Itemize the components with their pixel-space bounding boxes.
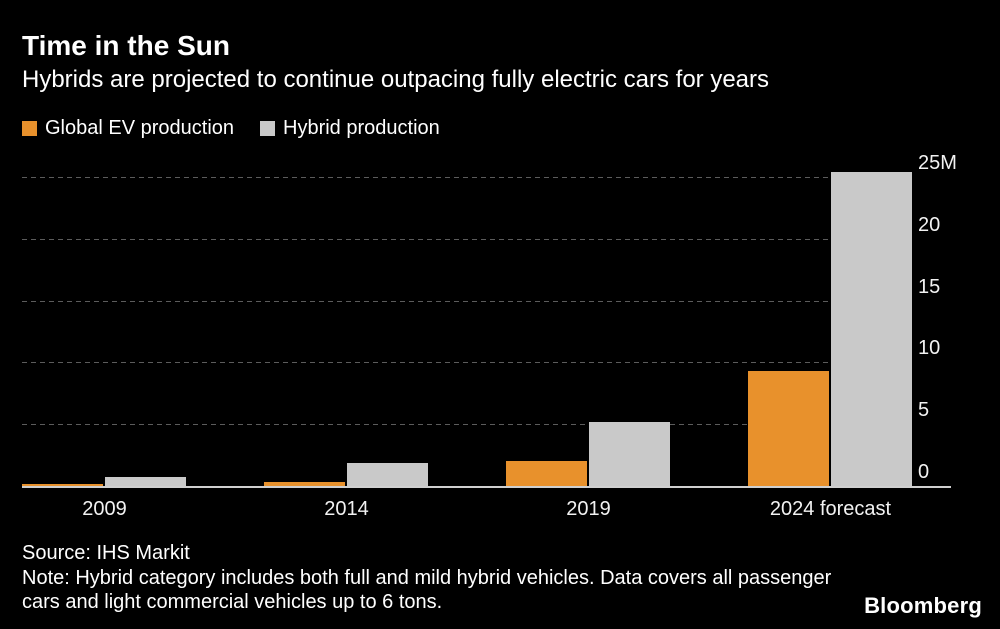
x-tick-label: 2024 forecast — [769, 498, 892, 520]
chart-subtitle: Hybrids are projected to continue outpac… — [22, 66, 770, 93]
gridline — [22, 424, 913, 426]
legend: Global EV production Hybrid production — [22, 117, 440, 140]
bar-ev-2009 — [22, 483, 103, 486]
bar-hybrid-2009 — [105, 477, 186, 486]
plot-area — [22, 150, 913, 486]
gridline — [22, 177, 913, 178]
y-tick-label: 25M — [918, 152, 957, 174]
y-tick-label: 5 — [918, 399, 930, 422]
gridline — [22, 238, 913, 240]
legend-label: Hybrid production — [283, 117, 440, 139]
bar-ev-2019 — [506, 461, 587, 486]
bar-ev-2024 — [748, 371, 829, 486]
bloomberg-logo: Bloomberg — [864, 593, 982, 618]
x-tick-label: 2009 — [82, 498, 127, 520]
y-tick-label: 10 — [918, 337, 941, 360]
legend-item: Hybrid production — [260, 117, 440, 140]
gridline — [22, 362, 913, 364]
legend-swatch-icon — [260, 121, 276, 136]
x-axis-line — [22, 486, 951, 488]
note-text: Note: Hybrid category includes both full… — [22, 567, 832, 613]
y-tick-label: 15 — [918, 275, 941, 298]
chart: 0 5 10 15 20 25M 2009 2014 2019 2024 forecast — [0, 150, 1000, 530]
x-tick-label: 2019 — [566, 498, 611, 520]
bar-hybrid-2019 — [589, 421, 670, 486]
x-tick-label: 2014 — [324, 498, 369, 520]
bar-hybrid-2014 — [347, 462, 428, 486]
y-tick-label: 20 — [918, 213, 941, 236]
bar-hybrid-2024 — [831, 172, 912, 486]
bar-ev-2014 — [264, 482, 345, 486]
chart-title: Time in the Sun — [22, 30, 230, 61]
gridline — [22, 300, 913, 302]
legend-swatch-icon — [22, 121, 37, 136]
y-tick-label: 0 — [918, 461, 930, 483]
legend-item: Global EV production — [22, 117, 234, 140]
legend-label: Global EV production — [45, 117, 235, 139]
source-text: Source: IHS Markit — [22, 542, 190, 564]
